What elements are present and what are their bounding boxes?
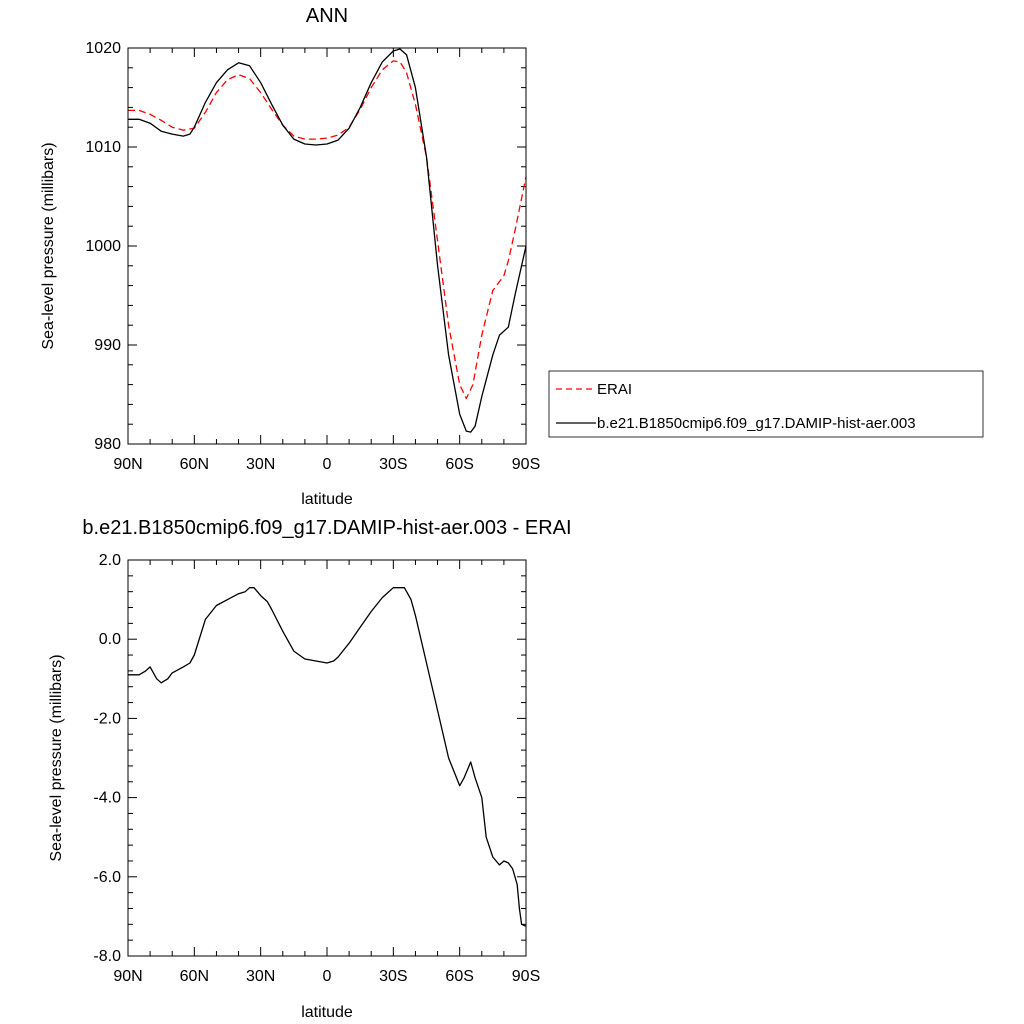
chart-bottom-x-tick-label: 90N <box>113 968 142 985</box>
chart-top-ticks <box>127 47 527 445</box>
chart-top-x-tick-labels: 90N 60N 30N 0 30S 60S 90S <box>113 456 540 473</box>
chart-bottom-y-axis-label: Sea-level pressure (millibars) <box>48 654 65 861</box>
chart-bottom-x-tick-label: 60S <box>445 968 473 985</box>
chart-top-y-tick-label: 1000 <box>85 238 121 255</box>
chart-bottom-y-tick-labels: 2.0 0.0 -2.0 -4.0 -6.0 -8.0 <box>93 552 121 965</box>
chart-bottom-x-axis-label: latitude <box>301 1004 353 1021</box>
chart-bottom-ticks <box>127 559 527 957</box>
chart-top-y-axis-label: Sea-level pressure (millibars) <box>40 142 57 349</box>
legend: ERAI b.e21.B1850cmip6.f09_g17.DAMIP-hist… <box>548 370 984 438</box>
chart-top-series-line-1 <box>128 60 527 400</box>
chart-bottom-series-line-1 <box>128 587 527 927</box>
chart-top-frame <box>127 47 527 445</box>
chart-bottom-y-tick-label: 0.0 <box>99 631 121 648</box>
chart-top-x-tick-label: 30S <box>379 456 407 473</box>
chart-top-x-tick-label: 30N <box>246 456 275 473</box>
chart-top-y-tick-label: 1020 <box>85 40 121 57</box>
chart-top-y-tick-label: 1010 <box>85 139 121 156</box>
chart-bottom-x-tick-label: 0 <box>323 968 332 985</box>
chart-bottom-x-tick-label: 60N <box>180 968 209 985</box>
chart-bottom-y-tick-label: 2.0 <box>99 552 121 569</box>
chart-top-x-tick-label: 90S <box>512 456 540 473</box>
chart-top-x-tick-label: 0 <box>323 456 332 473</box>
chart-top-x-tick-label: 90N <box>113 456 142 473</box>
chart-bottom-x-tick-label: 30S <box>379 968 407 985</box>
chart-bottom-y-tick-label: -8.0 <box>93 948 121 965</box>
chart-bottom-title: b.e21.B1850cmip6.f09_g17.DAMIP-hist-aer.… <box>82 517 571 539</box>
chart-bottom: b.e21.B1850cmip6.f09_g17.DAMIP-hist-aer.… <box>48 517 572 1021</box>
chart-top-x-tick-label: 60N <box>180 456 209 473</box>
chart-bottom-plot-area <box>128 587 527 927</box>
chart-top-x-axis-label: latitude <box>301 491 353 508</box>
chart-bottom-frame <box>127 559 527 957</box>
chart-bottom-x-tick-label: 90S <box>512 968 540 985</box>
legend-label-erai: ERAI <box>597 381 632 398</box>
chart-bottom-x-tick-labels: 90N 60N 30N 0 30S 60S 90S <box>113 968 540 985</box>
chart-top-y-tick-label: 990 <box>94 337 121 354</box>
chart-bottom-x-tick-label: 30N <box>246 968 275 985</box>
chart-bottom-y-tick-label: -4.0 <box>93 790 121 807</box>
chart-bottom-y-tick-label: -6.0 <box>93 869 121 886</box>
chart-top-y-tick-label: 980 <box>94 436 121 453</box>
chart-top-x-tick-label: 60S <box>445 456 473 473</box>
chart-top-y-tick-labels: 1020 1010 1000 990 980 <box>85 40 121 453</box>
legend-label-model: b.e21.B1850cmip6.f09_g17.DAMIP-hist-aer.… <box>597 415 916 432</box>
legend-box <box>548 370 984 438</box>
chart-top-title: ANN <box>306 5 348 27</box>
chart-top-series-line-2 <box>128 48 527 433</box>
chart-bottom-y-tick-label: -2.0 <box>93 710 121 727</box>
chart-top-plot-area <box>128 48 527 433</box>
